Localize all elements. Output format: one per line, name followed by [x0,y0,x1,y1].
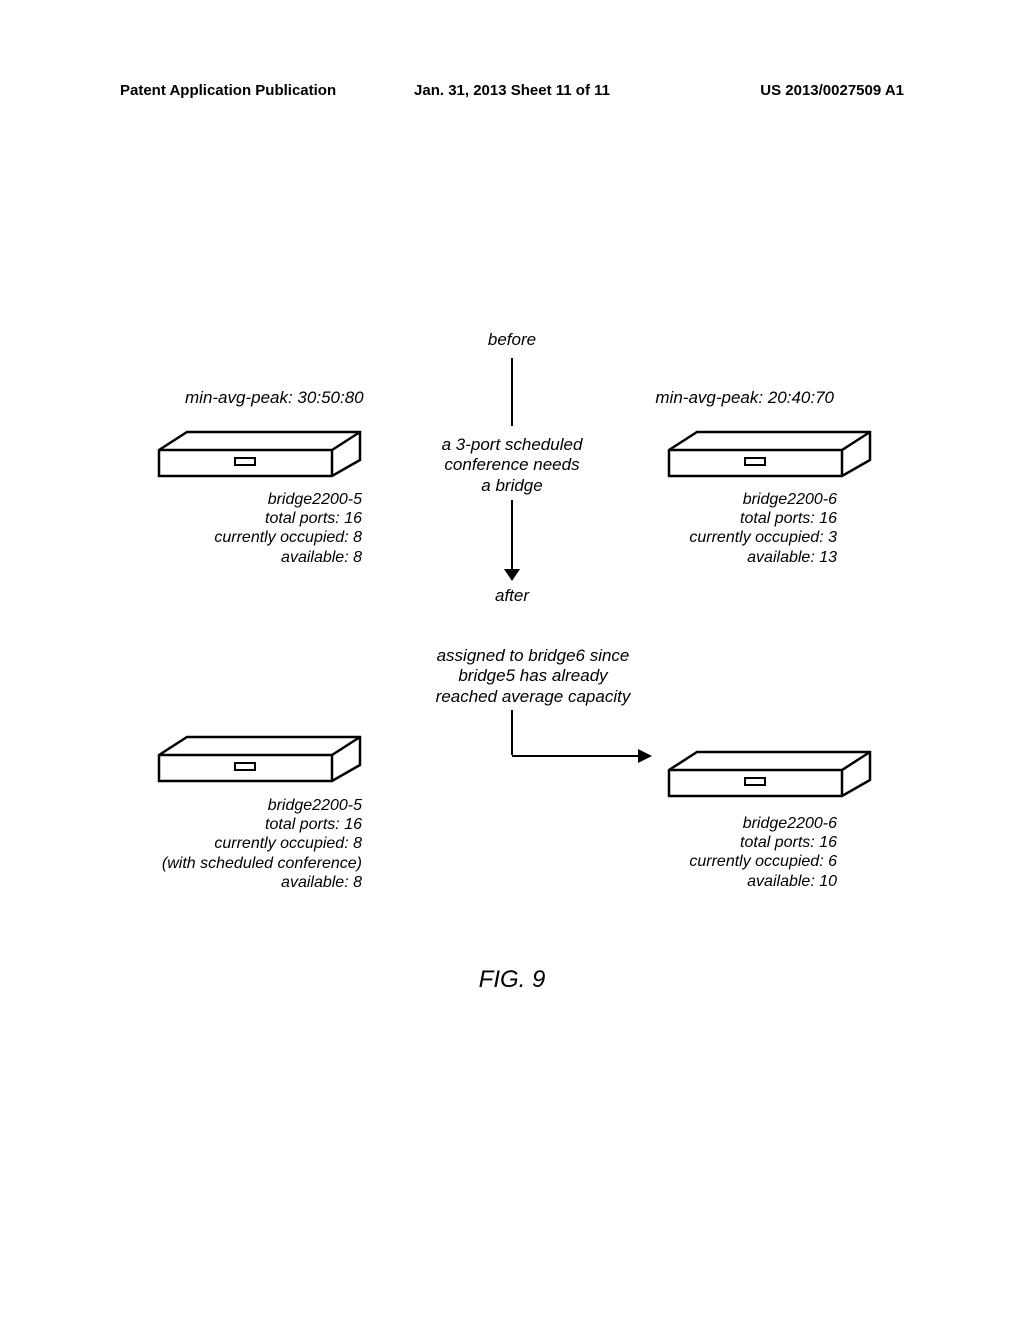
server-icon [157,735,362,783]
total-ports: total ports: 16 [162,815,362,834]
total-ports: total ports: 16 [214,509,362,528]
header-date-sheet: Jan. 31, 2013 Sheet 11 of 11 [414,82,610,99]
available-ports: available: 13 [689,548,837,567]
available-ports: available: 8 [214,548,362,567]
patent-page: Patent Application Publication Jan. 31, … [0,0,1024,1320]
available-ports: available: 10 [689,872,837,891]
bridge-name: bridge2200-5 [162,796,362,815]
bridge-info-bottom-right: bridge2200-6 total ports: 16 currently o… [689,814,837,891]
bridge-name: bridge2200-6 [689,814,837,833]
conference-need-text: a 3-port scheduled conference needs a br… [412,435,612,496]
bridge-device-top-left [157,430,362,478]
assign-line1: assigned to bridge6 since [408,646,658,666]
bridge-name: bridge2200-5 [214,490,362,509]
total-ports: total ports: 16 [689,509,837,528]
server-icon [667,750,872,798]
occupied-ports: currently occupied: 8 [162,834,362,853]
bridge-device-bottom-right [667,750,872,798]
center-line3: a bridge [412,476,612,496]
occupied-note: (with scheduled conference) [162,854,362,873]
assignment-text: assigned to bridge6 since bridge5 has al… [408,646,658,707]
assign-line3: reached average capacity [408,687,658,707]
header-patent-number: US 2013/0027509 A1 [760,82,904,99]
center-line1: a 3-port scheduled [412,435,612,455]
available-ports: available: 8 [162,873,362,892]
arrow-down-icon [504,568,520,586]
bridge-device-bottom-left [157,735,362,783]
stat-right: min-avg-peak: 20:40:70 [655,388,834,408]
connector-line [511,500,513,570]
stat-left: min-avg-peak: 30:50:80 [185,388,364,408]
assign-line2: bridge5 has already [408,666,658,686]
figure-number: FIG. 9 [479,966,546,994]
center-line2: conference needs [412,455,612,475]
arrow-right-icon [638,749,652,768]
bridge-info-top-right: bridge2200-6 total ports: 16 currently o… [689,490,837,567]
occupied-ports: currently occupied: 3 [689,528,837,547]
server-icon [157,430,362,478]
connector-line [511,710,513,755]
before-label: before [488,330,536,350]
server-icon [667,430,872,478]
connector-line [511,358,513,426]
bridge-name: bridge2200-6 [689,490,837,509]
connector-line [512,755,642,757]
bridge-info-top-left: bridge2200-5 total ports: 16 currently o… [214,490,362,567]
after-label: after [495,586,529,606]
occupied-ports: currently occupied: 6 [689,852,837,871]
total-ports: total ports: 16 [689,833,837,852]
bridge-info-bottom-left: bridge2200-5 total ports: 16 currently o… [162,796,362,892]
figure-diagram: before min-avg-peak: 30:50:80 min-avg-pe… [0,330,1024,1030]
occupied-ports: currently occupied: 8 [214,528,362,547]
header-publication: Patent Application Publication [120,82,336,99]
bridge-device-top-right [667,430,872,478]
